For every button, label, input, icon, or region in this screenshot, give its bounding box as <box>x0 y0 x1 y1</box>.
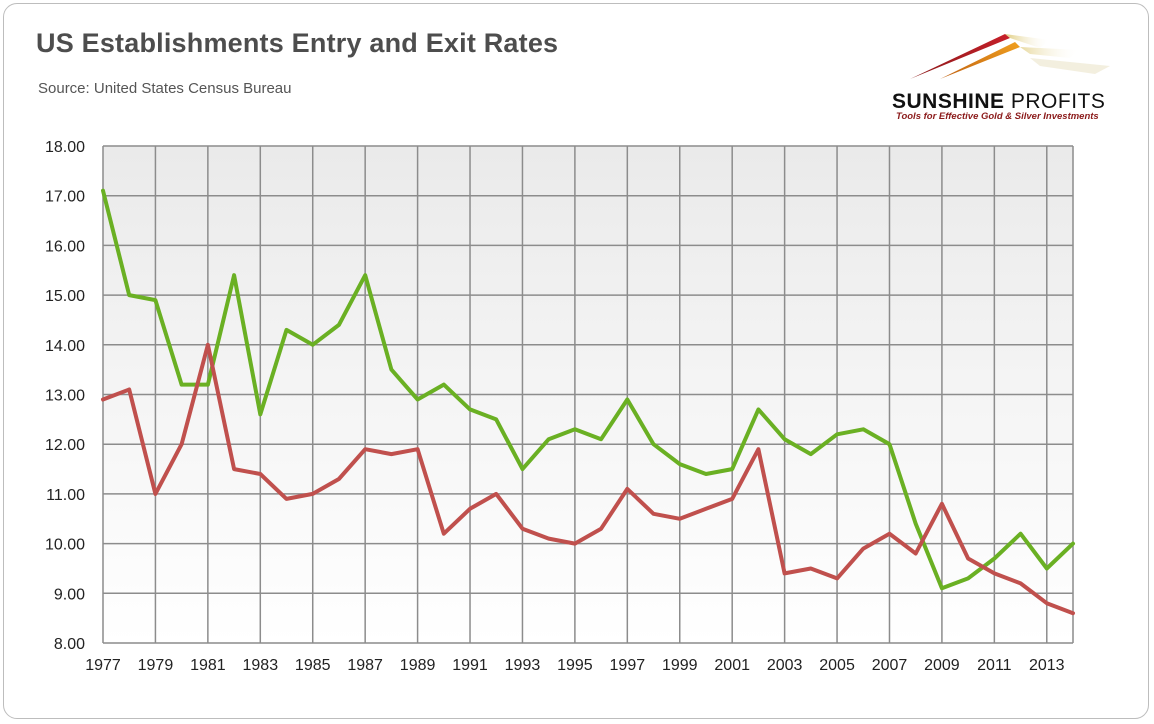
x-tick-label: 1989 <box>400 657 436 674</box>
chart-source: Source: United States Census Bureau <box>38 80 292 97</box>
logo-name-light: PROFITS <box>1010 90 1106 113</box>
y-axis-ticks: 8.00 9.00 10.00 11.00 12.00 13.00 14.00 15.00 16… <box>45 139 85 653</box>
sunshine-profits-logo-icon <box>910 34 1110 79</box>
x-tick-label: 1983 <box>243 657 279 674</box>
y-tick-label: 17.00 <box>45 189 85 206</box>
logo-wordmark: SUNSHINE PROFITS <box>892 90 1105 114</box>
logo-name-bold: SUNSHINE <box>892 90 1005 113</box>
x-tick-label: 2013 <box>1029 657 1065 674</box>
x-tick-label: 1985 <box>295 657 331 674</box>
y-tick-label: 16.00 <box>45 238 85 255</box>
x-tick-label: 1977 <box>85 657 121 674</box>
x-tick-label: 1999 <box>662 657 698 674</box>
y-tick-label: 9.00 <box>54 586 85 603</box>
y-tick-label: 11.00 <box>46 487 85 504</box>
y-tick-label: 13.00 <box>45 388 85 405</box>
x-tick-label: 1987 <box>347 657 383 674</box>
x-tick-label: 2007 <box>872 657 908 674</box>
chart-title: US Establishments Entry and Exit Rates <box>36 28 559 58</box>
y-tick-label: 12.00 <box>45 437 85 454</box>
x-tick-label: 2009 <box>924 657 960 674</box>
x-axis-ticks: 1977 1979 1981 1983 1985 1987 1989 1991 1993 1995… <box>85 657 1064 674</box>
gridlines <box>102 145 1074 644</box>
x-tick-label: 1995 <box>557 657 593 674</box>
x-tick-label: 1993 <box>505 657 541 674</box>
y-tick-label: 15.00 <box>45 288 85 305</box>
x-tick-label: 1997 <box>610 657 646 674</box>
logo-tagline: Tools for Effective Gold & Silver Invest… <box>896 111 1099 122</box>
y-tick-label: 18.00 <box>45 139 85 156</box>
y-tick-label: 10.00 <box>45 537 85 554</box>
x-tick-label: 2011 <box>977 657 1012 674</box>
y-tick-label: 8.00 <box>54 636 85 653</box>
x-tick-label: 2003 <box>767 657 803 674</box>
x-tick-label: 2001 <box>714 657 750 674</box>
series-line-entry-rate <box>101 188 1075 591</box>
x-tick-label: 2005 <box>819 657 855 674</box>
y-tick-label: 14.00 <box>45 338 85 355</box>
series-group <box>101 188 1075 616</box>
series-line-exit-rate <box>101 342 1075 616</box>
x-tick-label: 1991 <box>452 657 488 674</box>
x-tick-label: 1981 <box>190 657 226 674</box>
x-tick-label: 1979 <box>138 657 174 674</box>
